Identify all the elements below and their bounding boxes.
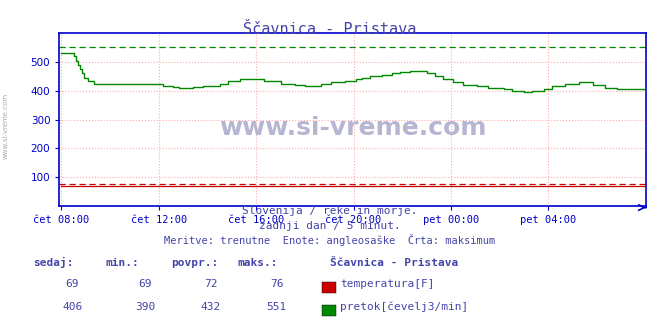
Text: temperatura[F]: temperatura[F] (340, 279, 434, 289)
Text: 69: 69 (66, 279, 79, 289)
Text: 76: 76 (270, 279, 283, 289)
Text: Ščavnica - Pristava: Ščavnica - Pristava (330, 258, 458, 268)
Text: Meritve: trenutne  Enote: angleosaške  Črta: maksimum: Meritve: trenutne Enote: angleosaške Črt… (164, 234, 495, 246)
Text: 432: 432 (201, 302, 221, 312)
Text: www.si-vreme.com: www.si-vreme.com (219, 116, 486, 140)
Text: www.si-vreme.com: www.si-vreme.com (2, 93, 9, 159)
Text: zadnji dan / 5 minut.: zadnji dan / 5 minut. (258, 221, 401, 231)
Text: 69: 69 (138, 279, 152, 289)
Text: maks.:: maks.: (237, 258, 277, 268)
Text: Ščavnica - Pristava: Ščavnica - Pristava (243, 22, 416, 37)
Text: 406: 406 (63, 302, 82, 312)
Text: 551: 551 (267, 302, 287, 312)
Text: 390: 390 (135, 302, 155, 312)
Text: Slovenija / reke in morje.: Slovenija / reke in morje. (242, 206, 417, 216)
Text: pretok[čevelj3/min]: pretok[čevelj3/min] (340, 302, 469, 312)
Text: 72: 72 (204, 279, 217, 289)
Text: sedaj:: sedaj: (33, 257, 73, 268)
Text: povpr.:: povpr.: (171, 258, 219, 268)
Text: min.:: min.: (105, 258, 139, 268)
